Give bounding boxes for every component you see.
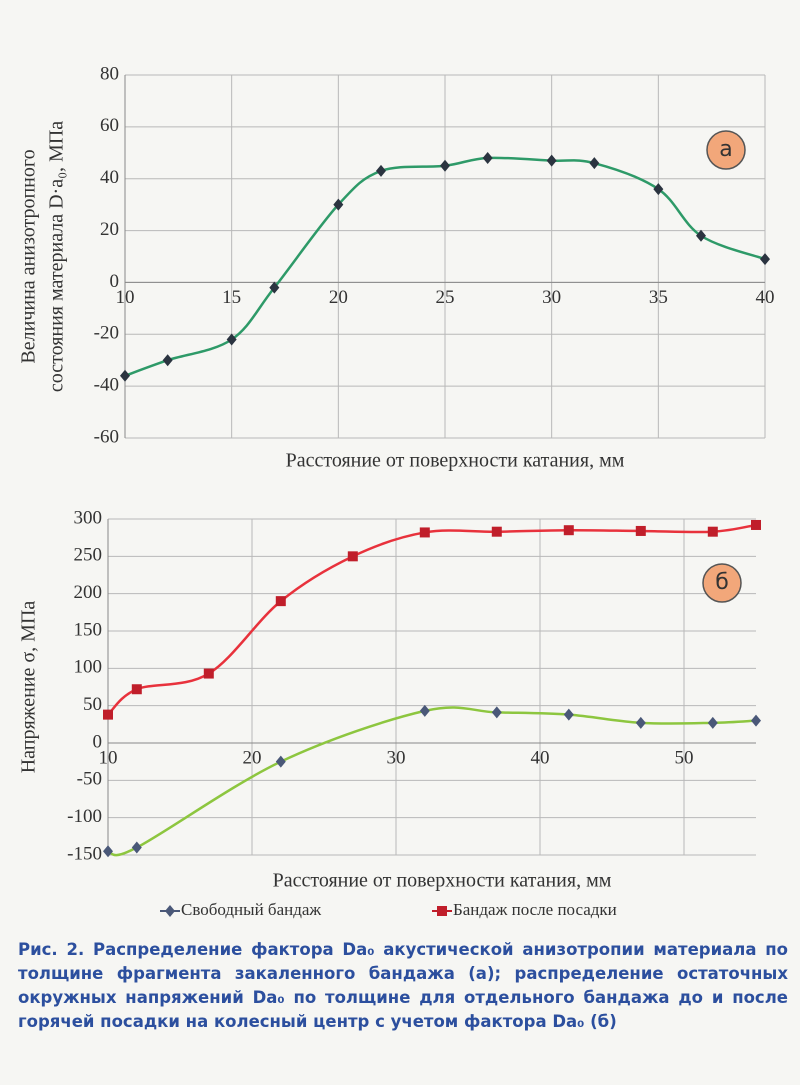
- marker: [635, 716, 646, 729]
- y-tick-label: 20: [100, 219, 119, 240]
- y-axis-title: Величина анизотропного: [18, 149, 40, 363]
- annotation: а: [719, 137, 732, 162]
- x-tick-label: 25: [436, 287, 455, 308]
- y-tick-label: 80: [100, 63, 119, 84]
- y-tick-label: 0: [110, 271, 120, 292]
- annotation: б: [715, 570, 729, 595]
- x-tick-label: 40: [756, 287, 775, 308]
- x-tick-label: 35: [649, 287, 668, 308]
- y-tick-label: 60: [100, 115, 119, 136]
- marker: [203, 668, 214, 679]
- marker: [131, 841, 142, 854]
- y-tick-label: 0: [93, 731, 103, 752]
- marker: [347, 551, 358, 562]
- marker: [589, 157, 600, 170]
- marker: [333, 198, 344, 211]
- x-tick-label: 30: [542, 287, 561, 308]
- y-tick-label: 300: [74, 507, 103, 528]
- marker: [482, 151, 493, 164]
- y-tick-label: -20: [94, 323, 119, 344]
- marker: [563, 708, 574, 721]
- y-tick-label: -100: [67, 806, 102, 827]
- marker: [563, 525, 574, 536]
- marker: [653, 183, 664, 196]
- legend-marker: [165, 905, 175, 917]
- marker: [419, 527, 430, 538]
- y-tick-label: 200: [74, 582, 103, 603]
- x-tick-label: 50: [675, 747, 694, 768]
- y-tick-label: 50: [83, 694, 102, 715]
- y-tick-label: 250: [74, 545, 103, 566]
- marker: [419, 704, 430, 717]
- marker: [120, 369, 130, 382]
- y-tick-label: 40: [100, 167, 119, 188]
- y-tick-label: -50: [77, 769, 102, 790]
- marker: [491, 706, 502, 719]
- marker: [269, 281, 280, 294]
- marker: [696, 229, 706, 242]
- marker: [635, 525, 646, 536]
- marker: [751, 519, 761, 530]
- x-tick-label: 30: [387, 747, 406, 768]
- legend-marker: [437, 906, 447, 916]
- annotation-badge: [702, 563, 742, 603]
- x-tick-label: 15: [222, 287, 241, 308]
- legend-label: Бандаж после посадки: [453, 900, 617, 919]
- y-tick-label: -60: [94, 426, 119, 447]
- marker: [275, 755, 286, 768]
- y-tick-label: 100: [74, 657, 103, 678]
- series-line: [107, 706, 757, 857]
- x-tick-label: 20: [243, 747, 262, 768]
- marker: [491, 526, 502, 537]
- caption: Рис. 2. Распределение фактора Da₀ акусти…: [18, 940, 788, 1031]
- marker: [751, 714, 761, 727]
- marker: [162, 354, 173, 367]
- marker: [760, 253, 770, 266]
- marker: [103, 709, 113, 720]
- x-axis-title: Расстояние от поверхности катания, мм: [286, 450, 625, 472]
- y-tick-label: 150: [74, 619, 103, 640]
- y-axis-title: Напряжение σ, МПа: [18, 601, 40, 774]
- y-tick-label: -40: [94, 375, 119, 396]
- y-axis-title: состояния материала D·a₀, МПа: [46, 121, 68, 392]
- marker: [440, 159, 450, 172]
- marker: [707, 716, 718, 729]
- series-line: [107, 523, 757, 716]
- marker: [275, 596, 286, 607]
- marker: [546, 154, 557, 167]
- x-tick-label: 40: [531, 747, 550, 768]
- annotation-badge: [706, 130, 746, 170]
- marker: [131, 684, 142, 695]
- x-axis-title: Расстояние от поверхности катания, мм: [273, 870, 612, 892]
- marker: [707, 526, 718, 537]
- marker: [376, 164, 386, 177]
- y-tick-label: -150: [67, 843, 102, 864]
- marker: [226, 333, 237, 346]
- marker: [103, 845, 113, 858]
- x-tick-label: 20: [329, 287, 348, 308]
- legend-label: Свободный бандаж: [181, 900, 321, 919]
